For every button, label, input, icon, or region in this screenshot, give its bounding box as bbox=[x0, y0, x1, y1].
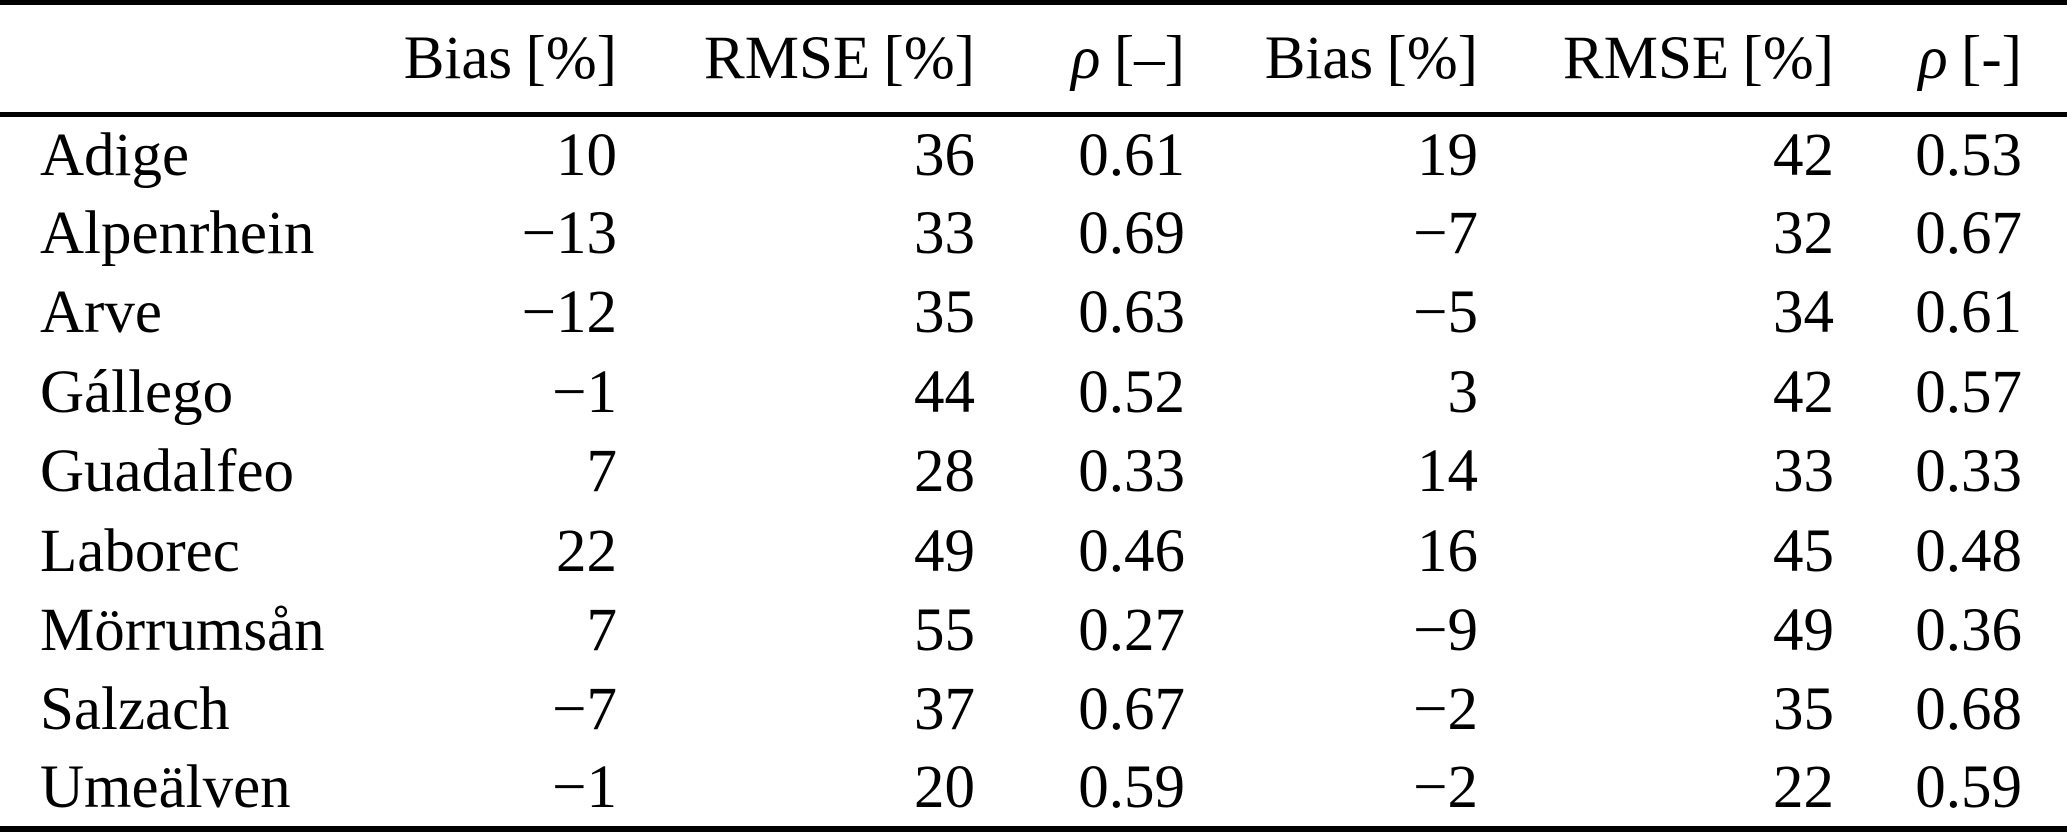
table-row: Gállego −1 44 0.52 3 42 0.57 bbox=[0, 353, 2067, 432]
col-header-rho-1: ρ [–] bbox=[975, 2, 1185, 117]
river-name-cell: Guadalfeo bbox=[40, 438, 295, 506]
bias-2-cell: −2 bbox=[1413, 754, 1478, 822]
rho-2-cell: 0.48 bbox=[1915, 517, 2022, 585]
table-row: Adige 10 36 0.61 19 42 0.53 bbox=[0, 115, 2067, 194]
rho-1-cell: 0.67 bbox=[1078, 676, 1185, 744]
bias-1-cell: 22 bbox=[556, 517, 617, 585]
river-name-cell: Salzach bbox=[40, 676, 230, 744]
bias-1-cell: −13 bbox=[521, 200, 617, 268]
rmse-2-cell: 45 bbox=[1773, 517, 1834, 585]
rho-2-cell: 0.59 bbox=[1915, 754, 2022, 822]
bias-1-cell: −7 bbox=[552, 676, 617, 744]
header-symbol: Bias bbox=[403, 25, 513, 92]
rho-2-cell: 0.67 bbox=[1915, 200, 2022, 268]
rho-1-cell: 0.69 bbox=[1078, 200, 1185, 268]
header-symbol: Bias bbox=[1264, 25, 1374, 92]
rmse-2-cell: 34 bbox=[1773, 279, 1834, 347]
river-name-cell: Umeälven bbox=[40, 754, 291, 822]
rmse-1-cell: 36 bbox=[914, 121, 975, 189]
table-row: Mörrumsån 7 55 0.27 −9 49 0.36 bbox=[0, 591, 2067, 670]
table-row: Alpenrhein −13 33 0.69 −7 32 0.67 bbox=[0, 194, 2067, 273]
rho-1-cell: 0.63 bbox=[1078, 279, 1185, 347]
rho-1-cell: 0.33 bbox=[1078, 438, 1185, 506]
rmse-1-cell: 44 bbox=[914, 358, 975, 426]
rmse-2-cell: 35 bbox=[1773, 676, 1834, 744]
rho-1-cell: 0.46 bbox=[1078, 517, 1185, 585]
header-unit: [–] bbox=[1113, 25, 1185, 92]
bias-2-cell: −7 bbox=[1413, 200, 1478, 268]
rho-1-cell: 0.61 bbox=[1078, 121, 1185, 189]
bias-1-cell: 10 bbox=[556, 121, 617, 189]
rho-1-cell: 0.59 bbox=[1078, 754, 1185, 822]
rho-2-cell: 0.61 bbox=[1915, 279, 2022, 347]
rho-1-cell: 0.52 bbox=[1078, 358, 1185, 426]
rho-2-cell: 0.53 bbox=[1915, 121, 2022, 189]
bias-1-cell: 7 bbox=[586, 596, 618, 664]
table-row: Guadalfeo 7 28 0.33 14 33 0.33 bbox=[0, 432, 2067, 511]
river-name-cell: Mörrumsån bbox=[40, 596, 325, 664]
bias-2-cell: 16 bbox=[1417, 517, 1478, 585]
rmse-2-cell: 42 bbox=[1773, 358, 1834, 426]
rho-2-cell: 0.36 bbox=[1915, 596, 2022, 664]
table-row: Arve −12 35 0.63 −5 34 0.61 bbox=[0, 273, 2067, 352]
header-row: Bias [%] RMSE [%] ρ [–] Bias [%] RMSE [%] ρ [-… bbox=[0, 2, 2067, 117]
rmse-2-cell: 42 bbox=[1773, 121, 1834, 189]
rmse-1-cell: 33 bbox=[914, 200, 975, 268]
bias-2-cell: 3 bbox=[1447, 358, 1479, 426]
col-header-rmse-2: RMSE [%] bbox=[1478, 2, 1834, 117]
rmse-1-cell: 37 bbox=[914, 676, 975, 744]
header-symbol: RMSE bbox=[1563, 25, 1730, 92]
bias-2-cell: −5 bbox=[1413, 279, 1478, 347]
river-name-cell: Alpenrhein bbox=[40, 200, 315, 268]
bias-1-cell: 7 bbox=[586, 438, 618, 506]
rmse-1-cell: 55 bbox=[914, 596, 975, 664]
header-symbol: RMSE bbox=[704, 25, 871, 92]
rmse-2-cell: 22 bbox=[1773, 754, 1834, 822]
rmse-1-cell: 20 bbox=[914, 754, 975, 822]
rho-symbol: ρ bbox=[1071, 25, 1101, 92]
rmse-1-cell: 35 bbox=[914, 279, 975, 347]
rho-symbol: ρ bbox=[1918, 25, 1948, 92]
bias-1-cell: −1 bbox=[552, 358, 617, 426]
col-header-bias-2: Bias [%] bbox=[1185, 2, 1478, 117]
table-row: Salzach −7 37 0.67 −2 35 0.68 bbox=[0, 670, 2067, 749]
col-header-rmse-1: RMSE [%] bbox=[617, 2, 975, 117]
rmse-1-cell: 28 bbox=[914, 438, 975, 506]
col-header-rho-2: ρ [-] bbox=[1834, 2, 2067, 117]
bias-2-cell: 14 bbox=[1417, 438, 1478, 506]
rmse-2-cell: 33 bbox=[1773, 438, 1834, 506]
header-unit: [%] bbox=[883, 25, 975, 92]
river-name-cell: Gállego bbox=[40, 358, 234, 426]
rho-2-cell: 0.57 bbox=[1915, 358, 2022, 426]
bias-1-cell: −1 bbox=[552, 754, 617, 822]
bias-2-cell: −2 bbox=[1413, 676, 1478, 744]
header-unit: [%] bbox=[1386, 25, 1478, 92]
header-unit: [%] bbox=[525, 25, 617, 92]
river-name-cell: Laborec bbox=[40, 517, 240, 585]
rmse-1-cell: 49 bbox=[914, 517, 975, 585]
bias-1-cell: −12 bbox=[521, 279, 617, 347]
col-header-empty bbox=[0, 2, 360, 117]
header-unit: [%] bbox=[1742, 25, 1834, 92]
river-name-cell: Arve bbox=[40, 279, 162, 347]
bias-2-cell: 19 bbox=[1417, 121, 1478, 189]
table-row: Laborec 22 49 0.46 16 45 0.48 bbox=[0, 511, 2067, 590]
header-unit: [-] bbox=[1961, 25, 2022, 92]
rmse-2-cell: 32 bbox=[1773, 200, 1834, 268]
river-name-cell: Adige bbox=[40, 121, 190, 189]
table-row: Umeälven −1 20 0.59 −2 22 0.59 bbox=[0, 750, 2067, 830]
rmse-2-cell: 49 bbox=[1773, 596, 1834, 664]
bias-2-cell: −9 bbox=[1413, 596, 1478, 664]
col-header-bias-1: Bias [%] bbox=[360, 2, 617, 117]
rho-1-cell: 0.27 bbox=[1078, 596, 1185, 664]
rho-2-cell: 0.68 bbox=[1915, 676, 2022, 744]
rho-2-cell: 0.33 bbox=[1915, 438, 2022, 506]
